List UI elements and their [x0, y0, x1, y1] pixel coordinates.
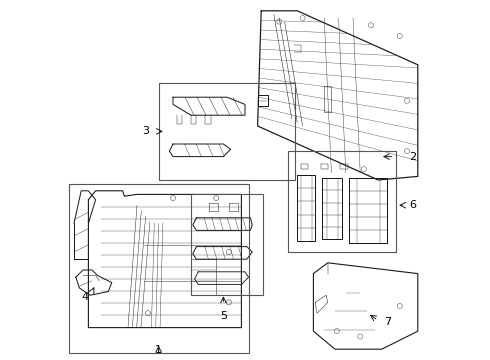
- Text: 3: 3: [143, 126, 149, 136]
- Text: 5: 5: [220, 311, 227, 321]
- Text: 6: 6: [409, 200, 416, 210]
- Text: 7: 7: [384, 317, 391, 327]
- Text: 4: 4: [81, 292, 88, 302]
- Bar: [288, 151, 396, 252]
- Text: 1: 1: [155, 345, 162, 355]
- Bar: [191, 194, 263, 295]
- Bar: [69, 184, 248, 353]
- Text: 2: 2: [409, 152, 416, 162]
- Bar: [159, 83, 295, 180]
